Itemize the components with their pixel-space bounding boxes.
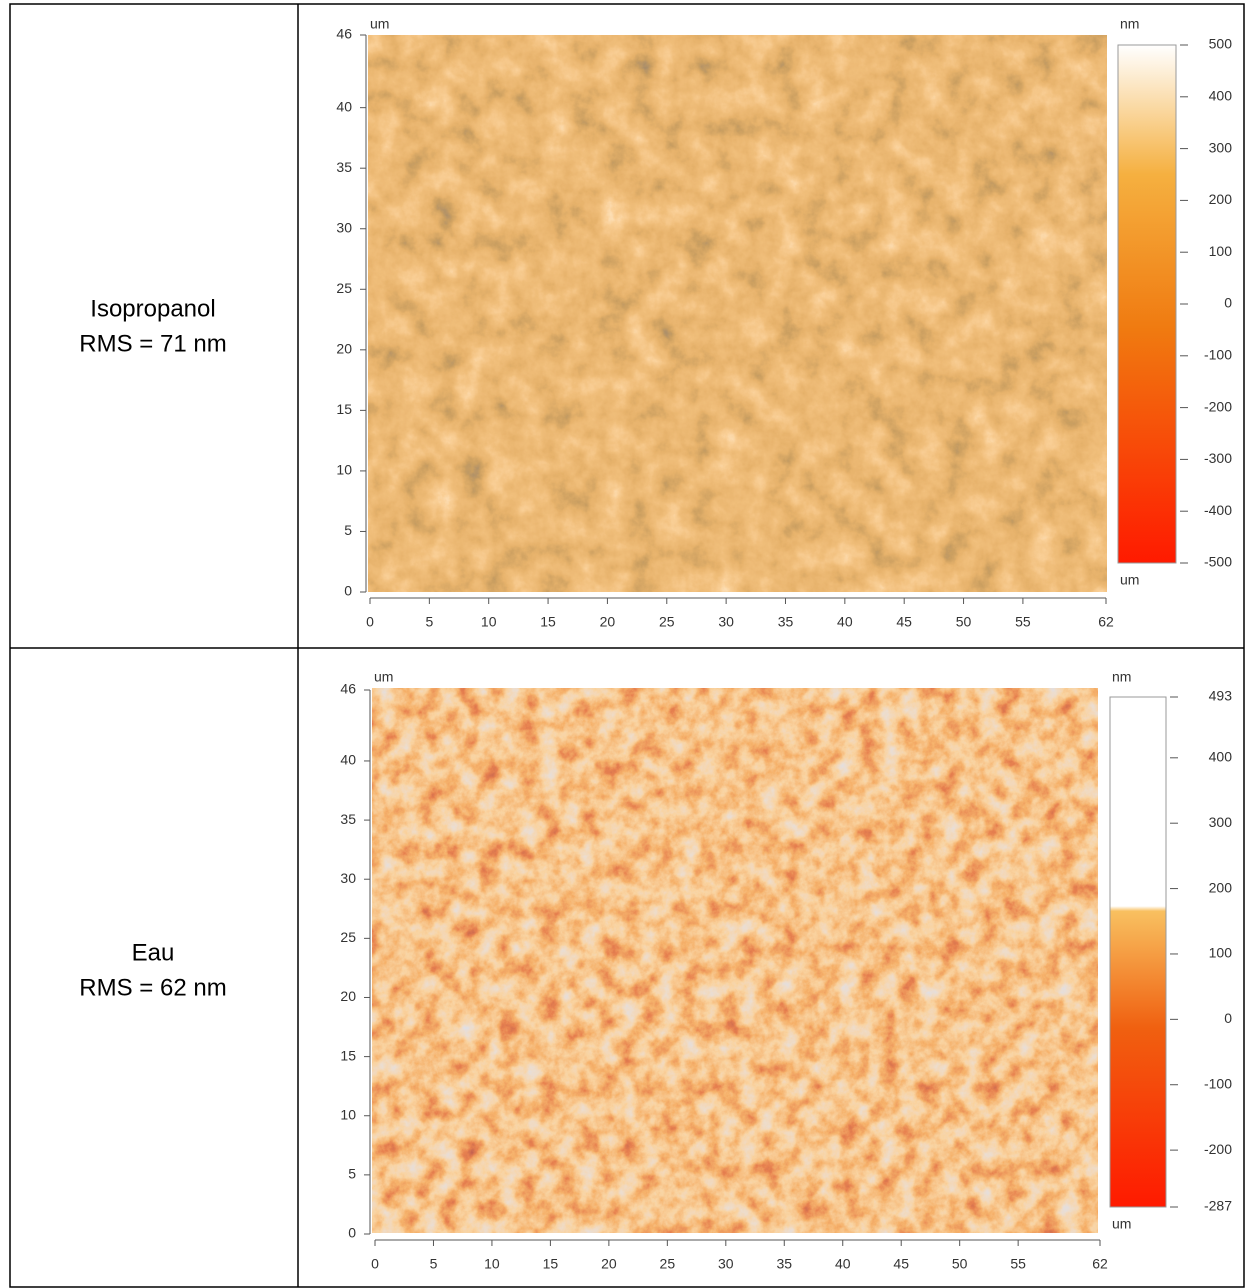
x-tick-label: 40	[837, 614, 853, 630]
row-label: Isopropanol	[90, 295, 215, 322]
x-tick-label: 45	[896, 614, 912, 630]
x-tick-label: 0	[366, 614, 374, 630]
colorbar-tick-label: -200	[1204, 1141, 1232, 1157]
y-tick-label: 0	[344, 583, 352, 599]
x-tick-label: 30	[718, 614, 734, 630]
colorbar-tick-label: 400	[1209, 749, 1233, 765]
colorbar-tick-label: -287	[1204, 1198, 1232, 1214]
y-tick-label: 20	[336, 341, 352, 357]
colorbar-tick-label: 493	[1209, 688, 1233, 704]
x-tick-label: 30	[718, 1256, 734, 1272]
y-tick-label: 46	[340, 681, 356, 697]
row-label: RMS = 71 nm	[79, 330, 226, 357]
colorbar-tick-label: 100	[1209, 243, 1233, 259]
colorbar-unit: nm	[1120, 16, 1139, 32]
x-tick-label: 62	[1098, 614, 1114, 630]
y-unit: um	[374, 669, 393, 685]
x-tick-label: 20	[601, 1256, 617, 1272]
x-tick-label: 15	[540, 614, 556, 630]
table-border	[9, 3, 1245, 1288]
y-tick-label: 25	[340, 929, 356, 945]
colorbar-tick-label: 100	[1209, 945, 1233, 961]
afm-image	[372, 688, 1098, 1233]
x-tick-label: 10	[481, 614, 497, 630]
x-tick-label: 50	[956, 614, 972, 630]
row-label: RMS = 62 nm	[79, 974, 226, 1001]
x-tick-label: 5	[425, 614, 433, 630]
x-tick-label: 10	[484, 1256, 500, 1272]
y-unit: um	[370, 16, 389, 32]
colorbar-unit: nm	[1112, 669, 1131, 685]
colorbar-tick-label: -100	[1204, 347, 1232, 363]
y-tick-label: 40	[340, 752, 356, 768]
y-tick-label: 35	[336, 159, 352, 175]
x-tick-label: 20	[600, 614, 616, 630]
y-tick-label: 15	[336, 401, 352, 417]
y-tick-label: 35	[340, 811, 356, 827]
y-tick-label: 30	[336, 219, 352, 235]
x-tick-label: 40	[835, 1256, 851, 1272]
y-tick-label: 10	[340, 1106, 356, 1122]
colorbar	[1117, 44, 1177, 564]
colorbar-tick-label: 0	[1224, 295, 1232, 311]
x-tick-label: 15	[543, 1256, 559, 1272]
y-tick-label: 25	[336, 280, 352, 296]
y-tick-label: 40	[336, 98, 352, 114]
x-tick-label: 0	[371, 1256, 379, 1272]
x-tick-label: 35	[776, 1256, 792, 1272]
colorbar-tick-label: 500	[1209, 36, 1233, 52]
colorbar-tick-label: 0	[1224, 1010, 1232, 1026]
colorbar-tick-label: -300	[1204, 450, 1232, 466]
y-tick-label: 15	[340, 1047, 356, 1063]
y-tick-label: 5	[348, 1166, 356, 1182]
colorbar-tick-label: -400	[1204, 502, 1232, 518]
row-label: Eau	[132, 939, 175, 966]
y-tick-label: 20	[340, 988, 356, 1004]
x-tick-label: 25	[659, 614, 675, 630]
x-unit: um	[1112, 1216, 1131, 1232]
colorbar-tick-label: 200	[1209, 191, 1233, 207]
afm-image	[368, 35, 1107, 592]
colorbar-tick-label: 300	[1209, 814, 1233, 830]
colorbar-tick-label: 300	[1209, 139, 1233, 155]
colorbar-tick-label: 400	[1209, 88, 1233, 104]
y-tick-label: 0	[348, 1225, 356, 1241]
y-tick-label: 5	[344, 522, 352, 538]
y-tick-label: 46	[336, 26, 352, 42]
x-tick-label: 45	[893, 1256, 909, 1272]
x-tick-label: 55	[1010, 1256, 1026, 1272]
colorbar-tick-label: -200	[1204, 398, 1232, 414]
x-tick-label: 35	[778, 614, 794, 630]
x-tick-label: 62	[1092, 1256, 1108, 1272]
y-tick-label: 10	[336, 462, 352, 478]
x-tick-label: 25	[660, 1256, 676, 1272]
colorbar-tick-label: -500	[1204, 554, 1232, 570]
colorbar-tick-label: -100	[1204, 1075, 1232, 1091]
x-unit: um	[1120, 572, 1139, 588]
x-tick-label: 55	[1015, 614, 1031, 630]
y-tick-label: 30	[340, 870, 356, 886]
x-tick-label: 5	[430, 1256, 438, 1272]
colorbar	[1109, 696, 1167, 1208]
colorbar-tick-label: 200	[1209, 879, 1233, 895]
x-tick-label: 50	[952, 1256, 968, 1272]
